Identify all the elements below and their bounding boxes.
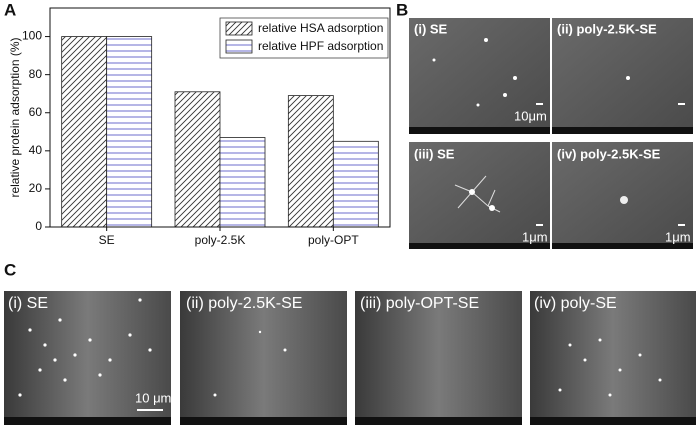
image-label: (iii) SE [414,146,455,161]
image-label: (iv) poly-SE [534,295,617,312]
micrograph: (ii) poly-2.5K-SE [552,18,693,134]
image-label: (iv) poly-2.5K-SE [557,146,661,161]
panel-label: B [396,0,408,19]
bar [174,91,221,228]
micrograph: (iii) poly-OPT-SE [355,291,522,425]
plot-frame [49,7,391,228]
y-tick-label: 0 [35,219,42,233]
x-tick-label: poly-2.5K [195,233,246,247]
panel-label: C [4,260,16,279]
y-tick-label: 20 [29,181,43,195]
bar [219,137,266,228]
micrograph: (iii) SE 1μm [409,142,550,249]
micrograph: (i) SE 10 μm [4,291,171,425]
legend-swatch [225,21,253,36]
x-tick-label: poly-OPT [308,233,359,247]
image-label: (i) SE [414,21,448,36]
y-tick-label: 100 [22,29,42,43]
image-label: (ii) poly-2.5K-SE [557,21,657,36]
bar [61,36,108,228]
y-axis-label: relative protein adsorption (%) [8,37,22,197]
legend-swatch [225,39,253,54]
image-label: (ii) poly-2.5K-SE [186,295,302,312]
micrograph: (i) SE 10μm [409,18,550,134]
scale-label: 1μm [522,229,548,244]
legend-label: relative HPF adsorption [258,39,383,53]
micrograph: (ii) poly-2.5K-SE [180,291,347,425]
y-tick-label: 40 [29,143,43,157]
micrograph: (iv) poly-2.5K-SE 1μm [552,142,693,249]
y-tick-label: 80 [29,67,43,81]
bar [287,95,334,228]
scale-label: 10 μm [135,390,171,405]
panel-label: A [4,0,16,19]
scale-label: 10μm [514,108,547,123]
bar [332,140,379,228]
image-label: (iii) poly-OPT-SE [360,295,479,312]
scale-label: 1μm [665,229,691,244]
image-label: (i) SE [8,295,48,312]
legend-label: relative HSA adsorption [258,21,383,35]
x-tick-label: SE [99,233,115,247]
y-tick-label: 60 [29,105,43,119]
micrograph: (iv) poly-SE [530,291,696,425]
bar [106,36,153,228]
